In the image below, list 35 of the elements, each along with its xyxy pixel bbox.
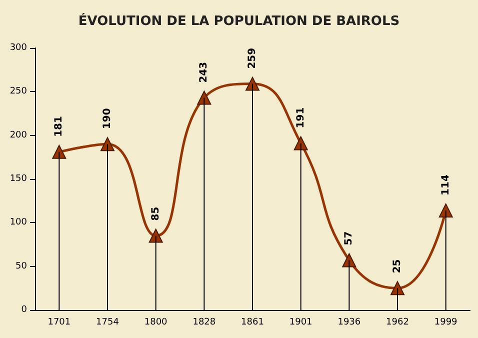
y-tick-label: 150 [10, 174, 28, 184]
y-tick-label: 250 [10, 86, 28, 97]
point [294, 136, 308, 150]
x-tick-label: 1828 [192, 318, 216, 328]
x-tick-label: 1936 [338, 318, 361, 328]
point [197, 90, 212, 105]
data-label: 114 [440, 174, 452, 196]
point [148, 228, 163, 243]
data-label: 190 [102, 108, 113, 130]
y-tick-label: 200 [10, 130, 28, 140]
x-tick-label: 1861 [241, 318, 264, 328]
chart-title: ÉVOLUTION DE LA POPULATION DE BAIROLS [78, 12, 400, 29]
data-label: 57 [344, 231, 355, 246]
x-tick-label: 1701 [48, 318, 71, 328]
y-tick-label: 0 [21, 305, 28, 315]
point [52, 144, 66, 159]
x-tick-label: 1901 [289, 318, 312, 328]
y-tick-label: 50 [16, 261, 28, 272]
y-tick-label: 300 [10, 43, 28, 53]
data-label: 259 [247, 48, 258, 69]
data-label: 25 [392, 259, 403, 274]
x-tick-label: 1999 [434, 318, 458, 328]
x-tick-label: 1962 [386, 318, 409, 328]
data-label: 191 [295, 107, 306, 128]
point [246, 76, 260, 91]
data-label: 181 [54, 116, 65, 137]
y-tick-label: 100 [10, 218, 28, 228]
x-tick-label: 1800 [144, 318, 168, 328]
data-label: 85 [150, 206, 162, 221]
x-tick-label: 1754 [96, 318, 120, 328]
point [390, 281, 404, 296]
point [438, 203, 453, 218]
point [342, 253, 356, 268]
point [100, 137, 114, 152]
data-label: 243 [198, 62, 210, 83]
